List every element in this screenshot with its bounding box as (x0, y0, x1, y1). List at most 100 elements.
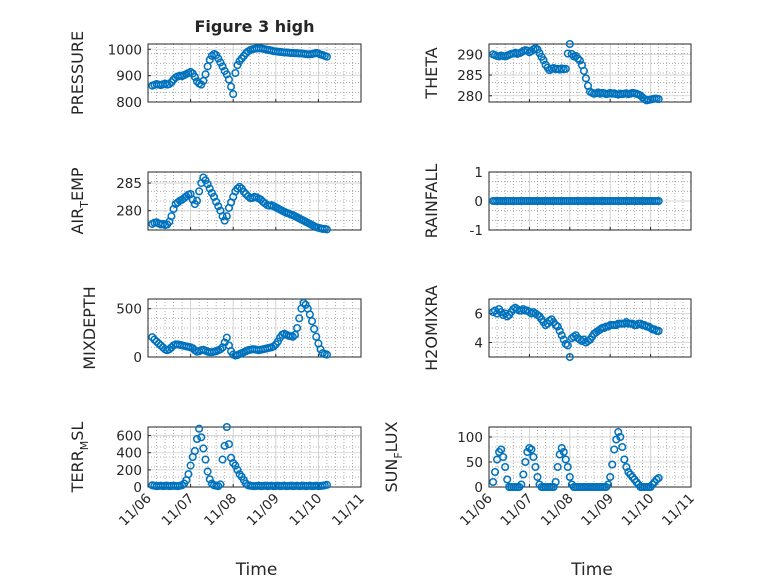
axes-mixdepth: 0 500 MIXDEPTH (80, 286, 362, 370)
data-point (195, 424, 204, 433)
data-point (581, 74, 591, 83)
y-tick-label: 0 (133, 480, 142, 496)
x-tick-label: 11/10 (619, 491, 658, 530)
data-point (604, 480, 613, 489)
data-point (288, 332, 297, 341)
axes-box (147, 426, 362, 488)
data-point (654, 326, 663, 335)
data-point (488, 477, 498, 487)
axes-air_temp: 280 285 AIRTEMP (68, 167, 362, 235)
data-point (553, 322, 562, 331)
data-point (563, 462, 572, 472)
data-point (503, 475, 512, 484)
data-point (310, 324, 319, 334)
axes-theta: 280 285 290 THETA (422, 39, 692, 105)
x-tick-label: 11/08 (201, 491, 240, 530)
data-point (203, 180, 212, 189)
x-axis-label: Time (570, 560, 613, 580)
data-point (205, 475, 214, 484)
axes-box (488, 298, 692, 358)
data-point (553, 462, 562, 472)
series-markers (148, 422, 331, 491)
data-point (322, 225, 331, 234)
data-point (565, 352, 574, 362)
y-tick-label: 800 (116, 95, 142, 111)
y-axis-label: MIXDEPTH (80, 286, 99, 369)
y-tick-label: 280 (116, 204, 142, 220)
series-markers (488, 427, 663, 492)
x-tick-label: 11/10 (286, 491, 325, 530)
data-point (529, 452, 538, 462)
data-point (563, 341, 572, 350)
axes-box (147, 298, 362, 358)
y-axis-label: RAINFALL (422, 164, 441, 239)
y-axis-label: TERRMSL (68, 422, 91, 494)
data-point (519, 470, 528, 479)
data-point (555, 326, 564, 335)
data-point (220, 441, 229, 450)
axes-h2omixra: 4 6 H2OMIXRA (422, 285, 692, 371)
x-tick-label: 11/07 (497, 491, 536, 530)
axes-pressure: 800 900 1000 Figure 3 high PRESSURE (68, 17, 362, 115)
y-axis-label: H2OMIXRA (422, 285, 441, 371)
data-point (561, 455, 570, 464)
x-tick-label: 11/08 (538, 491, 577, 530)
data-point (222, 212, 231, 221)
data-point (218, 62, 227, 71)
data-point (299, 298, 308, 307)
data-point (559, 447, 568, 457)
y-tick-label: 280 (457, 89, 483, 105)
data-point (205, 55, 214, 64)
data-point (305, 310, 314, 319)
data-point (197, 433, 206, 442)
data-point (557, 443, 566, 453)
data-point (233, 61, 242, 70)
data-point (533, 472, 542, 482)
data-point (654, 95, 663, 104)
y-axis-label: SUNFLUX (382, 421, 405, 492)
data-point (199, 444, 208, 453)
series-markers (488, 303, 663, 362)
y-tick-label: 0 (474, 480, 483, 496)
data-point (214, 202, 223, 211)
data-point (565, 472, 574, 482)
x-tick-label: 11/06 (457, 491, 496, 530)
data-point (195, 187, 204, 196)
data-point (608, 460, 617, 469)
y-tick-label: 50 (466, 455, 483, 471)
y-tick-label: 600 (116, 429, 142, 445)
data-point (606, 472, 615, 482)
data-point (218, 212, 227, 221)
y-tick-label: 0 (133, 350, 142, 366)
data-point (557, 331, 566, 340)
data-point (312, 332, 321, 341)
x-tick-label: 11/09 (578, 491, 617, 530)
data-point (531, 462, 540, 472)
data-point (224, 440, 233, 449)
data-point (654, 473, 663, 483)
data-point (549, 482, 558, 492)
data-point (178, 481, 187, 490)
data-point (216, 58, 225, 67)
data-point (207, 51, 216, 60)
data-point (212, 197, 221, 206)
data-point (220, 216, 229, 225)
data-point (517, 480, 526, 489)
data-point (167, 212, 176, 221)
y-axis-label: AIRTEMP (68, 167, 91, 234)
y-tick-label: 500 (116, 302, 142, 318)
data-point (222, 333, 231, 342)
data-point (622, 462, 631, 472)
y-axis-label: THETA (422, 47, 441, 99)
y-tick-label: 1000 (108, 42, 142, 58)
data-point (235, 182, 244, 191)
axes-box (147, 171, 362, 231)
data-point (565, 39, 574, 49)
series-markers (148, 44, 331, 99)
data-point (239, 187, 248, 196)
data-point (188, 195, 197, 204)
data-point (190, 446, 199, 456)
data-point (214, 482, 223, 491)
